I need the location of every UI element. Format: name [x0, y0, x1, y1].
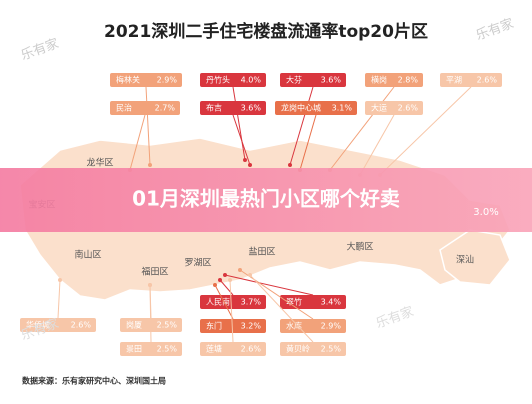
callout-value: 2.7% [155, 104, 176, 113]
callout-box [120, 342, 182, 356]
callout-box [280, 295, 346, 309]
callout-value: 2.6% [241, 345, 262, 354]
callout-value: 3.6% [321, 76, 342, 85]
leader-line [249, 274, 314, 343]
leader-line [299, 114, 317, 171]
anchor-dot [148, 163, 152, 167]
callout-box [20, 318, 96, 332]
callout-box [200, 73, 266, 87]
callout-name: 横岗 [371, 75, 387, 85]
watermark: 乐有家 [374, 303, 416, 331]
callout-name: 大运 [371, 103, 387, 113]
leader-line [232, 114, 251, 166]
callout-name: 华侨城 [26, 320, 50, 330]
callout-box [275, 101, 357, 115]
callout-box [110, 73, 182, 87]
callout-value: 2.9% [321, 322, 342, 331]
callout-name: 大芬 [286, 75, 302, 85]
anchor-dot [238, 268, 242, 272]
region-label: 南山区 [74, 249, 101, 261]
anchor-dot [58, 278, 62, 282]
leader-line [145, 86, 151, 166]
callout-box [280, 73, 346, 87]
anchor-dot [148, 283, 152, 287]
leader-line [149, 284, 152, 343]
callout-name: 景田 [126, 345, 142, 354]
watermark: 乐有家 [19, 35, 61, 63]
anchor-dot [218, 278, 222, 282]
anchor-dot [243, 158, 247, 162]
callout-name: 东门 [206, 321, 222, 331]
callout-value: 3.6% [241, 104, 262, 113]
anchor-dot [248, 273, 252, 277]
callout-box [200, 342, 266, 356]
callout-value: 2.6% [71, 321, 92, 330]
callout-name: 水库 [286, 321, 302, 331]
callout-name: 丹竹头 [206, 75, 230, 85]
leader-line [379, 86, 472, 176]
callout-value: 2.5% [157, 321, 178, 330]
region-label: 大鹏区 [346, 241, 373, 253]
callout-value: 3.7% [241, 298, 262, 307]
region-label: 盐田区 [248, 246, 275, 258]
anchor-dot [288, 163, 292, 167]
callout-value: 2.6% [477, 76, 498, 85]
leader-line [129, 114, 146, 171]
banner [0, 168, 532, 232]
watermark: 乐有家 [474, 15, 516, 43]
callout-value: 2.5% [157, 345, 178, 354]
callout-box [200, 295, 266, 309]
callout-box [110, 101, 180, 115]
callout-box [440, 73, 502, 87]
callout-value: 3.1% [332, 104, 353, 113]
leader-line [224, 274, 314, 296]
callout-name: 岗厦 [126, 321, 142, 330]
callout-value: 2.8% [398, 76, 419, 85]
leader-line [329, 86, 395, 171]
callout-name: 人民南 [206, 297, 230, 307]
leader-line [229, 279, 234, 343]
region-label: 罗湖区 [184, 258, 211, 269]
anchor-dot [213, 283, 217, 287]
anchor-dot [223, 273, 227, 277]
title: 2021深圳二手住宅楼盘流通率top20片区 [104, 21, 428, 42]
anchor-dot [248, 163, 252, 167]
callout-value: 4.0% [241, 76, 262, 85]
anchor-dot [228, 278, 232, 282]
callout-value: 3.4% [321, 298, 342, 307]
callout-name: 布吉 [206, 103, 222, 113]
leader-line [57, 279, 61, 319]
callout-name: 翠竹 [286, 297, 302, 307]
callout-box [280, 319, 346, 333]
source: 数据来源：乐有家研究中心、深圳国土局 [22, 376, 166, 386]
callout-name: 龙岗中心城 [281, 103, 321, 113]
leader-line [359, 114, 395, 176]
leader-line [289, 86, 314, 166]
callout-box [365, 101, 423, 115]
callout-box [200, 319, 266, 333]
callout-value: 2.9% [157, 76, 178, 85]
leader-line [232, 86, 246, 161]
region-label: 龙华区 [86, 157, 113, 169]
callout-value: 2.5% [321, 345, 342, 354]
callout-name: 黄贝岭 [286, 344, 310, 354]
callout-box [365, 73, 423, 87]
callout-value: 3.2% [241, 322, 262, 331]
callout-value: 2.6% [398, 104, 419, 113]
leader-line [214, 284, 234, 320]
callout-box [200, 101, 266, 115]
callout-name: 莲塘 [206, 344, 222, 354]
callout-name: 民治 [116, 103, 132, 113]
callout-name: 梅林关 [116, 75, 140, 85]
hidden-value: 3.0% [473, 207, 498, 218]
callout-box [280, 342, 346, 356]
region-label: 深汕 [456, 255, 474, 266]
leader-line [239, 269, 314, 320]
callout-name: 平湖 [446, 76, 462, 85]
banner-text: 01月深圳最热门小区哪个好卖 [132, 187, 400, 211]
region-label: 福田区 [141, 266, 168, 278]
